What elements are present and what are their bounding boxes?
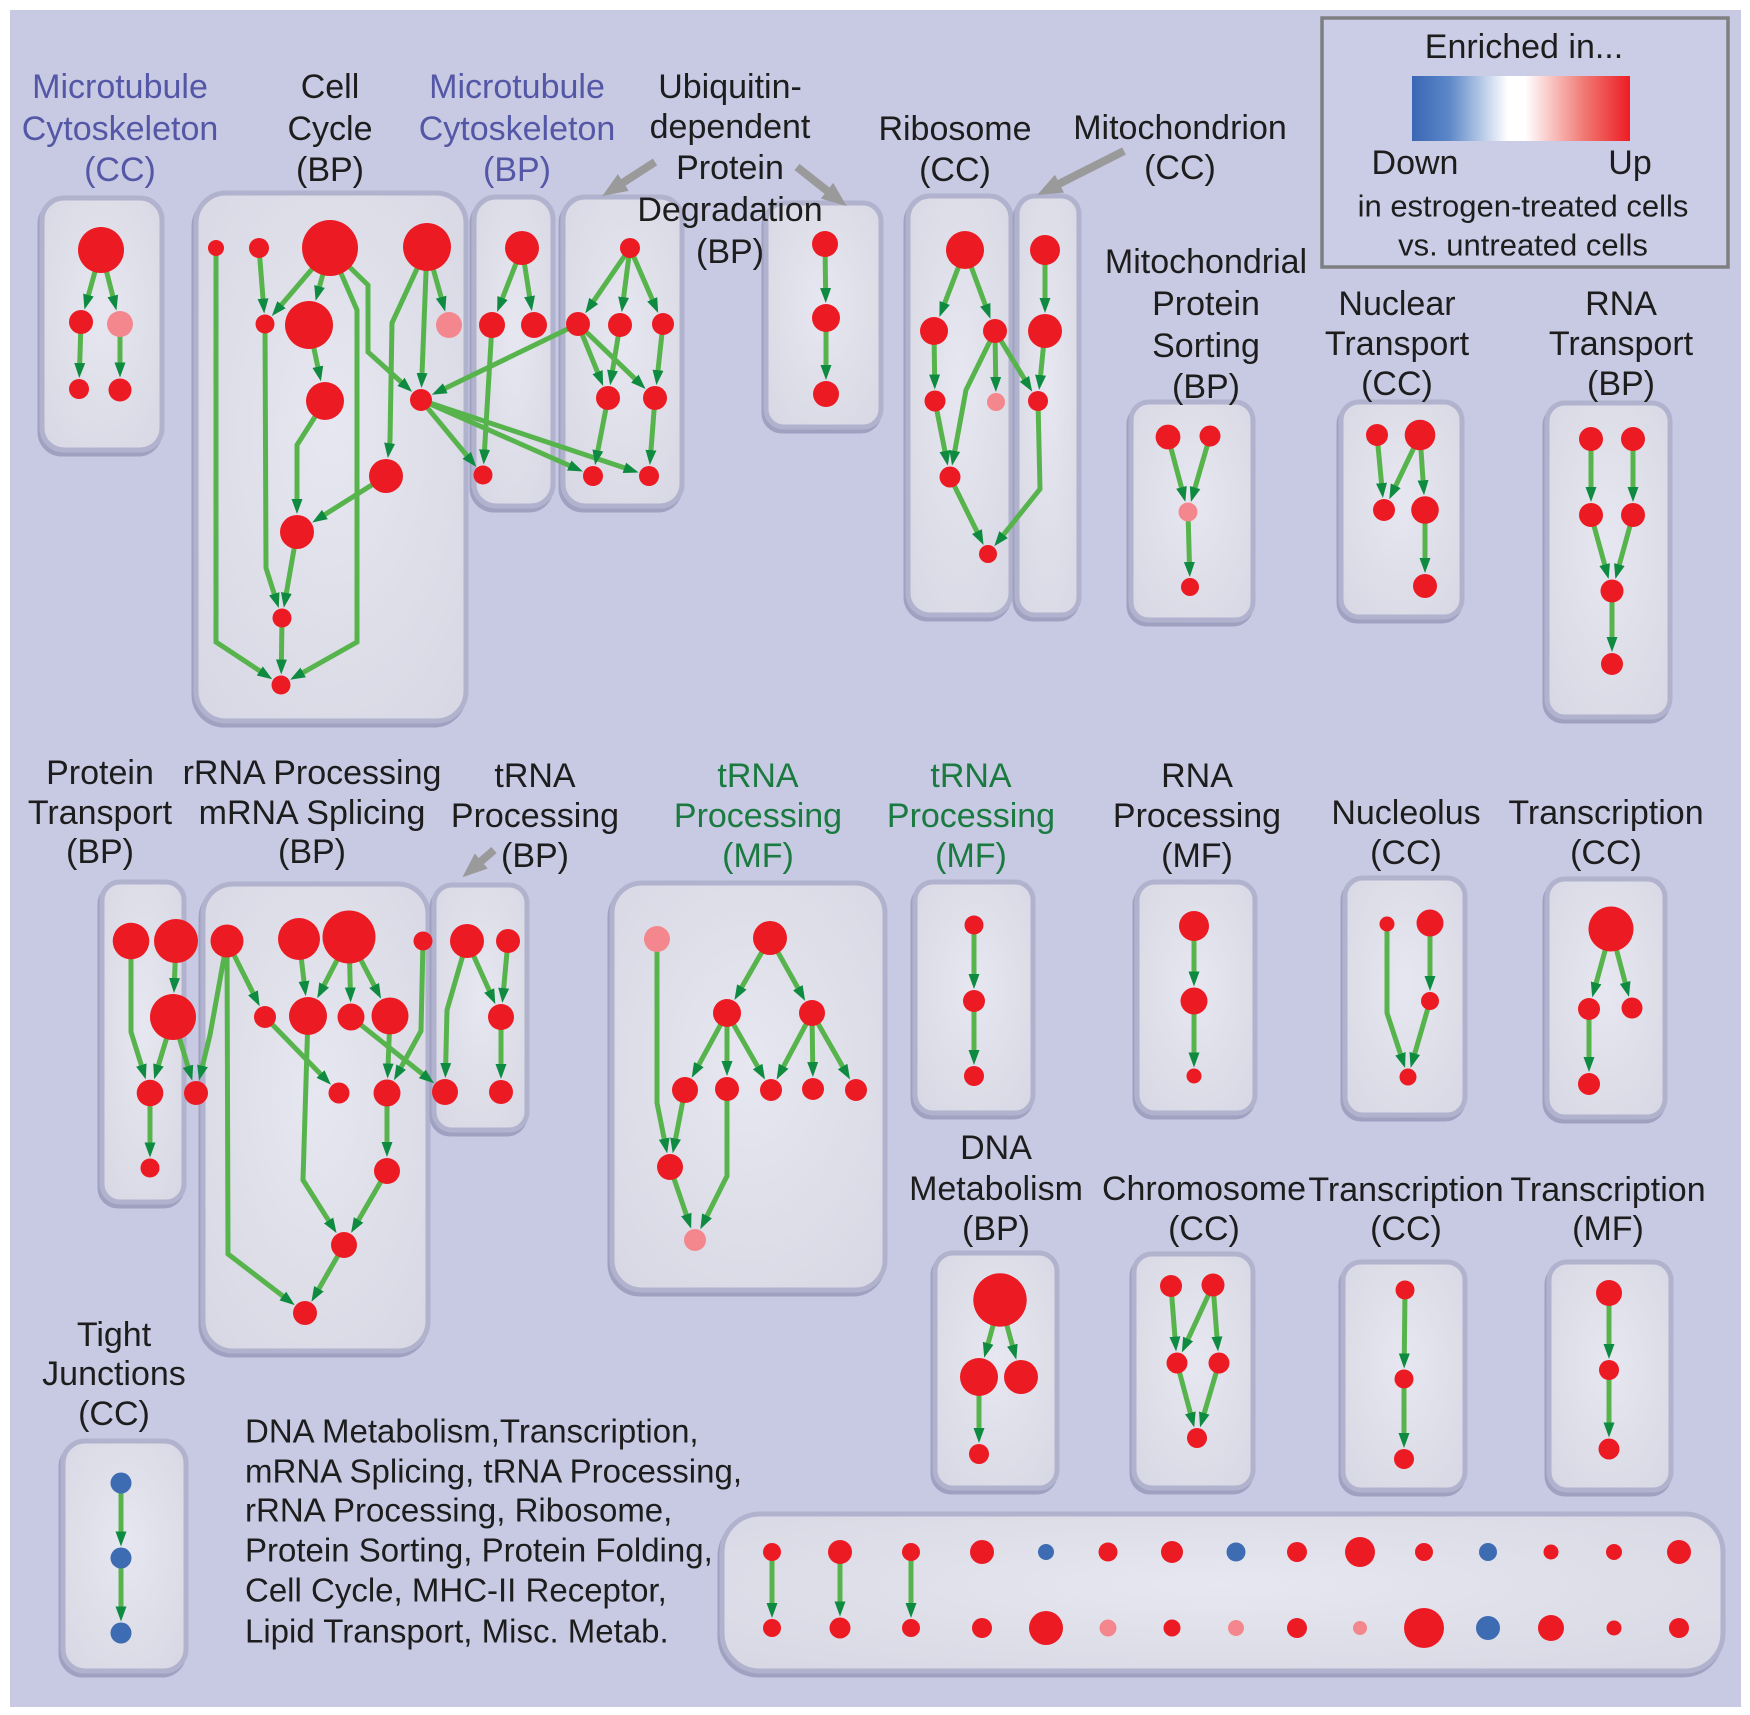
svg-text:Transcription: Transcription: [1308, 1171, 1503, 1209]
svg-text:(BP): (BP): [962, 1210, 1030, 1248]
svg-text:Nuclear: Nuclear: [1338, 285, 1455, 323]
svg-text:(BP): (BP): [483, 151, 551, 189]
svg-text:Transport: Transport: [1549, 325, 1694, 363]
svg-text:Metabolism: Metabolism: [909, 1170, 1083, 1208]
svg-text:(BP): (BP): [501, 837, 569, 875]
svg-text:Protein: Protein: [46, 754, 154, 792]
svg-text:(BP): (BP): [66, 833, 134, 871]
svg-text:Up: Up: [1608, 144, 1651, 182]
svg-text:Transport: Transport: [1325, 325, 1470, 363]
svg-text:Mitochondrial: Mitochondrial: [1105, 243, 1307, 281]
svg-text:Cycle: Cycle: [287, 110, 372, 148]
svg-text:Tight: Tight: [77, 1316, 152, 1354]
svg-text:Junctions: Junctions: [42, 1355, 186, 1393]
svg-text:Microtubule: Microtubule: [32, 68, 208, 106]
svg-text:(CC): (CC): [84, 151, 156, 189]
svg-text:(BP): (BP): [1587, 365, 1655, 403]
svg-text:Transport: Transport: [28, 794, 173, 832]
svg-text:(MF): (MF): [1572, 1210, 1644, 1248]
svg-text:Processing: Processing: [451, 797, 619, 835]
svg-text:rRNA Processing: rRNA Processing: [183, 754, 442, 792]
svg-text:Microtubule: Microtubule: [429, 68, 605, 106]
svg-text:in estrogen-treated cells: in estrogen-treated cells: [1358, 189, 1689, 224]
svg-text:mRNA Splicing: mRNA Splicing: [199, 794, 426, 832]
svg-text:Nucleolus: Nucleolus: [1331, 794, 1480, 832]
svg-text:(BP): (BP): [1172, 368, 1240, 406]
svg-text:Protein: Protein: [676, 149, 784, 187]
svg-text:DNA: DNA: [960, 1129, 1032, 1167]
svg-text:(MF): (MF): [935, 837, 1007, 875]
svg-text:(BP): (BP): [296, 151, 364, 189]
svg-text:Cytoskeleton: Cytoskeleton: [419, 110, 616, 148]
svg-text:Mitochondrion: Mitochondrion: [1073, 109, 1287, 147]
svg-text:(CC): (CC): [1361, 365, 1433, 403]
svg-text:vs. untreated cells: vs. untreated cells: [1398, 228, 1648, 263]
svg-text:RNA: RNA: [1585, 285, 1657, 323]
svg-text:Enriched in...: Enriched in...: [1425, 28, 1623, 66]
svg-text:dependent: dependent: [650, 108, 811, 146]
svg-text:tRNA: tRNA: [717, 757, 799, 795]
svg-text:Cytoskeleton: Cytoskeleton: [22, 110, 219, 148]
svg-text:(BP): (BP): [696, 233, 764, 271]
svg-text:Sorting: Sorting: [1152, 327, 1260, 365]
svg-text:(CC): (CC): [1570, 834, 1642, 872]
svg-text:DNA Metabolism,Transcription,: DNA Metabolism,Transcription,: [245, 1413, 699, 1450]
svg-text:(CC): (CC): [78, 1395, 150, 1433]
svg-text:(MF): (MF): [722, 837, 794, 875]
svg-text:Degradation: Degradation: [637, 191, 822, 229]
svg-text:tRNA: tRNA: [930, 757, 1012, 795]
svg-text:(CC): (CC): [1168, 1210, 1240, 1248]
svg-text:(MF): (MF): [1161, 837, 1233, 875]
svg-text:Down: Down: [1372, 144, 1459, 182]
svg-text:Transcription: Transcription: [1510, 1171, 1705, 1209]
svg-text:RNA: RNA: [1161, 757, 1233, 795]
svg-text:rRNA Processing, Ribosome,: rRNA Processing, Ribosome,: [245, 1492, 672, 1529]
svg-text:(CC): (CC): [919, 151, 991, 189]
svg-text:(CC): (CC): [1370, 834, 1442, 872]
svg-text:Lipid Transport, Misc. Metab.: Lipid Transport, Misc. Metab.: [245, 1613, 669, 1650]
svg-text:Ribosome: Ribosome: [878, 110, 1031, 148]
svg-text:Cell Cycle, MHC-II Receptor,: Cell Cycle, MHC-II Receptor,: [245, 1572, 667, 1609]
svg-text:(CC): (CC): [1144, 149, 1216, 187]
svg-text:Processing: Processing: [887, 797, 1055, 835]
svg-text:Protein: Protein: [1152, 285, 1260, 323]
svg-text:(BP): (BP): [278, 833, 346, 871]
svg-text:Processing: Processing: [674, 797, 842, 835]
svg-text:(CC): (CC): [1370, 1210, 1442, 1248]
svg-text:Ubiquitin-: Ubiquitin-: [658, 68, 802, 106]
svg-text:tRNA: tRNA: [494, 757, 576, 795]
svg-text:Transcription: Transcription: [1508, 794, 1703, 832]
svg-text:Protein Sorting, Protein Foldi: Protein Sorting, Protein Folding,: [245, 1532, 713, 1569]
svg-text:mRNA Splicing, tRNA Processing: mRNA Splicing, tRNA Processing,: [245, 1453, 742, 1490]
svg-text:Processing: Processing: [1113, 797, 1281, 835]
svg-text:Cell: Cell: [301, 68, 360, 106]
svg-text:Chromosome: Chromosome: [1102, 1170, 1306, 1208]
